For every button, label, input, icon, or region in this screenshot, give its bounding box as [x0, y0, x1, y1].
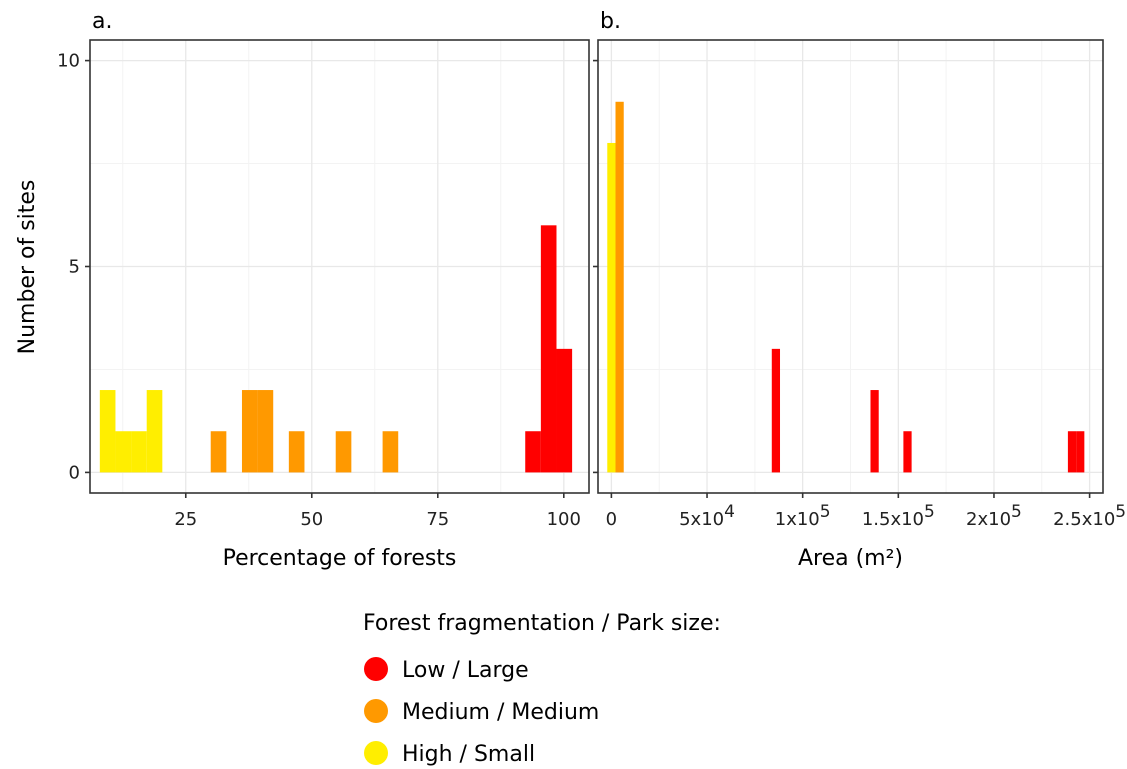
x-tick-label: 75: [426, 509, 449, 530]
x-tick-label: 2.5x105: [1053, 502, 1126, 530]
x-axis-title: Area (m²): [798, 546, 903, 571]
bar-medium: [210, 431, 227, 473]
bar-low: [525, 431, 541, 473]
bar-medium: [382, 431, 399, 473]
y-axis-title: Number of sites: [15, 180, 40, 355]
bar-low: [771, 348, 781, 473]
y-tick-label: 0: [69, 462, 80, 483]
x-tick-label: 1x105: [775, 502, 831, 530]
y-tick-label: 10: [57, 51, 80, 72]
bar-low: [540, 225, 557, 473]
legend-item-high: High / Small: [364, 741, 535, 767]
legend-swatch-low: [364, 657, 388, 681]
bar-low: [556, 348, 573, 473]
bar-medium: [257, 390, 274, 473]
panel-a: a. 0 5 10 25 50 75 100 Percentage of forests: [57, 9, 590, 571]
x-tick-label: 5x104: [679, 502, 735, 530]
x-tick-label: 100: [547, 509, 581, 530]
x-tick-label: 2x105: [966, 502, 1022, 530]
x-axis-title: Percentage of forests: [223, 546, 457, 571]
bar-low: [870, 390, 879, 473]
legend-label-low: Low / Large: [402, 658, 529, 683]
x-tick-label: 0: [606, 509, 617, 530]
panel-label: b.: [600, 9, 621, 34]
legend: Forest fragmentation / Park size: Low / …: [363, 611, 721, 767]
bar-medium: [288, 431, 305, 473]
bar-medium: [335, 431, 352, 473]
x-tick-label: 25: [174, 509, 197, 530]
legend-swatch-high: [364, 741, 388, 765]
bar-high: [607, 142, 616, 473]
legend-label-high: High / Small: [402, 742, 535, 767]
legend-item-low: Low / Large: [364, 657, 529, 683]
bar-high: [131, 431, 147, 473]
bar-low: [1067, 431, 1077, 473]
panel-label: a.: [92, 9, 112, 34]
bar-medium: [615, 101, 624, 473]
bar-high: [99, 390, 116, 473]
x-tick-label: 1.5x105: [862, 502, 935, 530]
bar-high: [146, 390, 163, 473]
panel-b: b. 0 5x104 1x105 1.5x105 2x105 2.5x105 Area (m²…: [593, 9, 1126, 571]
y-tick-label: 5: [69, 257, 80, 278]
legend-item-medium: Medium / Medium: [364, 699, 599, 725]
legend-swatch-medium: [364, 699, 388, 723]
bar-medium: [241, 390, 258, 473]
bar-high: [115, 431, 132, 473]
bar-low: [903, 431, 912, 473]
bar-low: [1076, 431, 1085, 473]
legend-label-medium: Medium / Medium: [402, 700, 599, 725]
legend-title: Forest fragmentation / Park size:: [363, 611, 721, 636]
x-tick-label: 50: [300, 509, 323, 530]
